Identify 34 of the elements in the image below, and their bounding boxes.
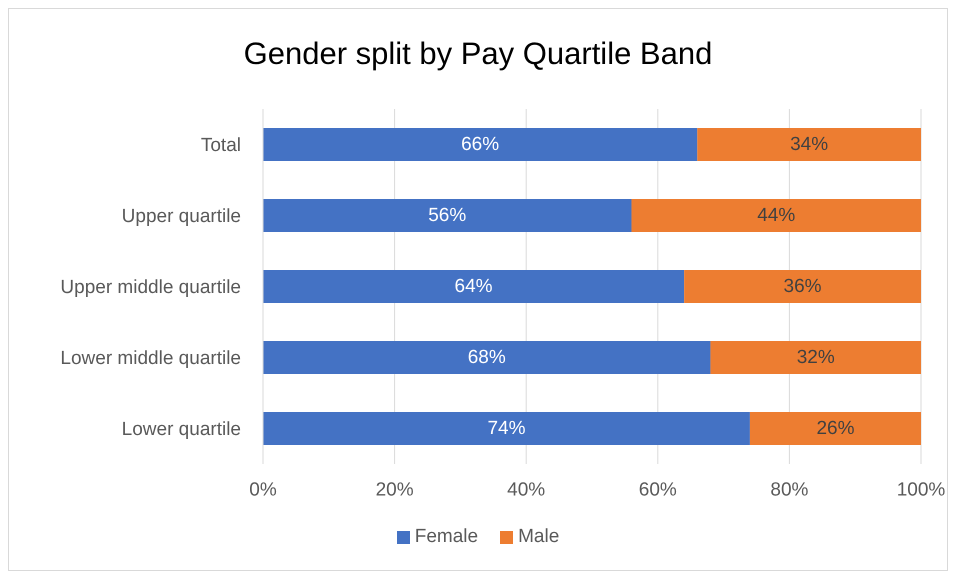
bar bbox=[263, 412, 750, 445]
x-tick-label: 40% bbox=[507, 479, 546, 500]
data-label: 74% bbox=[487, 418, 526, 439]
data-label: 26% bbox=[816, 418, 855, 439]
data-label: 36% bbox=[784, 276, 822, 297]
bar bbox=[263, 341, 710, 374]
x-tick-label: 20% bbox=[376, 479, 414, 500]
y-tick-label: Upper middle quartile bbox=[60, 277, 241, 298]
data-label: 34% bbox=[790, 134, 828, 155]
data-label: 56% bbox=[428, 205, 466, 226]
bar bbox=[710, 341, 921, 374]
bar bbox=[263, 270, 684, 303]
bar bbox=[684, 270, 921, 303]
data-label: 66% bbox=[461, 134, 500, 155]
x-tick-label: 80% bbox=[770, 479, 809, 500]
data-label: 68% bbox=[468, 347, 506, 368]
legend-label: Female bbox=[414, 526, 478, 548]
x-tick-label: 0% bbox=[249, 479, 277, 500]
bar bbox=[750, 412, 921, 445]
y-tick-label: Lower quartile bbox=[122, 419, 241, 440]
bar bbox=[631, 199, 921, 232]
chart-title: Gender split by Pay Quartile Band bbox=[242, 35, 714, 73]
bar bbox=[263, 199, 632, 232]
bar bbox=[697, 128, 921, 161]
legend-label: Male bbox=[517, 526, 560, 548]
y-tick-label: Total bbox=[200, 135, 241, 156]
data-label: 32% bbox=[796, 347, 835, 368]
x-tick-label: 60% bbox=[638, 479, 677, 500]
y-tick-label: Upper quartile bbox=[122, 206, 241, 228]
y-tick-label: Lower middle quartile bbox=[60, 348, 241, 370]
data-label: 44% bbox=[757, 205, 796, 226]
bar bbox=[263, 128, 698, 161]
x-tick-label: 100% bbox=[896, 479, 946, 500]
data-label: 64% bbox=[454, 276, 493, 297]
